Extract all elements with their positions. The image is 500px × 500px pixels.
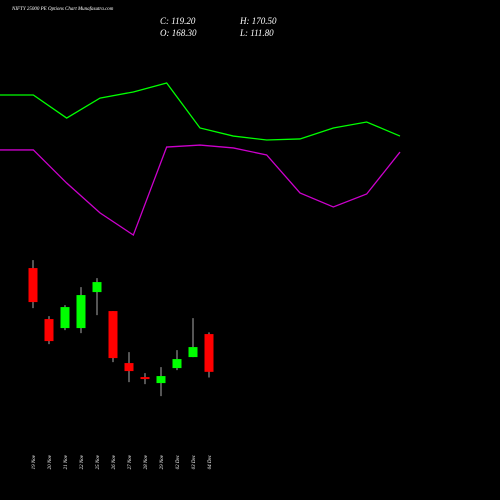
candle-body [60, 307, 70, 329]
x-tick-label: 27 Nov [128, 454, 133, 469]
x-tick-label: 19 Nov [32, 454, 37, 469]
candle-body [204, 334, 214, 372]
candle-body [92, 282, 102, 293]
indicator-line [0, 82, 401, 141]
candle-body [44, 319, 54, 342]
x-tick-label: 29 Nov [160, 454, 165, 469]
chart-title: NIFTY 25000 PE Options Chart Munafasutra… [11, 7, 114, 12]
x-tick-label: 28 Nov [144, 454, 149, 469]
x-tick-label: 22 Nov [80, 454, 85, 469]
x-tick-label: 21 Nov [64, 454, 69, 469]
high-label: H: 170.50 [239, 16, 277, 26]
candle-body [156, 376, 166, 384]
x-tick-label: 02 Dec [176, 454, 181, 469]
indicator-line [0, 144, 401, 237]
x-tick-label: 25 Nov [96, 454, 101, 469]
candle-body [172, 359, 182, 369]
x-tick-label: 26 Nov [112, 454, 117, 469]
candle-body [188, 347, 198, 358]
low-label: L: 111.80 [239, 28, 274, 38]
candle-body [124, 363, 134, 372]
candle-body [76, 295, 86, 329]
x-tick-label: 20 Nov [48, 454, 53, 469]
close-label: C: 119.20 [160, 16, 196, 26]
candle-body [108, 311, 118, 359]
candle-body [28, 268, 38, 303]
x-tick-label: 03 Dec [192, 454, 197, 469]
open-label: O: 168.30 [160, 28, 197, 38]
candle-body [140, 377, 150, 380]
x-tick-label: 04 Dec [208, 454, 213, 469]
